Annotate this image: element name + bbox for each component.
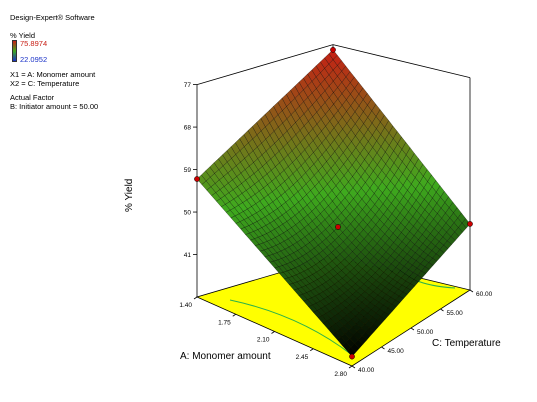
software-label: Design-Expert® Software — [10, 13, 95, 22]
factor-mapping: X1 = A: Monomer amount X2 = C: Temperatu… — [10, 70, 95, 88]
y-tick-label: 40.00 — [358, 367, 375, 374]
response-legend-title: % Yield — [10, 31, 35, 40]
actual-factor-value: B: Initiator amount = 50.00 — [10, 102, 99, 111]
top-box-edge — [196, 44, 334, 85]
y-tick-label: 55.00 — [447, 310, 464, 317]
z-tick-label: 41 — [184, 252, 192, 259]
actual-factor-block: Actual Factor B: Initiator amount = 50.0… — [10, 93, 98, 111]
top-box-edge — [332, 44, 471, 78]
x-tick-mark — [348, 365, 353, 369]
x-tick-mark — [310, 348, 314, 352]
x-tick-mark — [271, 331, 275, 334]
x-tick-label: 1.40 — [179, 302, 192, 309]
z-tick-label: 50 — [184, 210, 192, 217]
x-tick-mark — [193, 296, 198, 300]
x-tick-mark — [232, 313, 236, 317]
actual-factor-title: Actual Factor — [10, 93, 55, 102]
color-legend-bar — [12, 40, 17, 62]
legend-high: 75.8974 — [20, 39, 47, 48]
design-point — [335, 224, 341, 230]
y-tick-mark — [410, 327, 415, 331]
floor-contour — [229, 299, 353, 356]
x-axis-title: A: Monomer amount — [180, 351, 271, 362]
x-tick-label: 2.45 — [296, 354, 309, 361]
legend-response: % Yield — [10, 31, 36, 40]
z-tick-label: 59 — [184, 167, 192, 174]
y-tick-mark — [351, 365, 356, 369]
design-point — [467, 221, 473, 227]
y-axis-title: C: Temperature — [432, 338, 501, 349]
z-tick-label: 68 — [184, 125, 192, 132]
legend-low: 22.0952 — [20, 55, 47, 64]
x-tick-label: 1.75 — [218, 319, 231, 326]
y-tick-label: 50.00 — [417, 329, 434, 336]
x-tick-label: 2.10 — [257, 337, 270, 344]
design-point — [330, 46, 336, 53]
y-tick-mark — [469, 289, 474, 293]
design-point — [194, 176, 200, 182]
legend-x1: X1 = A: Monomer amount — [10, 70, 96, 79]
y-tick-mark — [440, 308, 444, 312]
y-tick-label: 45.00 — [388, 348, 405, 355]
software-name: Design-Expert® Software — [10, 13, 95, 22]
design-point — [349, 353, 355, 360]
z-tick-label: 77 — [184, 82, 192, 89]
legend-low-value: 22.0952 — [20, 55, 48, 64]
x-tick-label: 2.80 — [334, 371, 347, 378]
legend-x2: X2 = C: Temperature — [10, 79, 80, 88]
legend-high-value: 75.8974 — [20, 39, 48, 48]
y-tick-mark — [381, 346, 385, 350]
y-tick-label: 60.00 — [476, 291, 493, 298]
z-axis-title: % Yield — [124, 178, 135, 212]
